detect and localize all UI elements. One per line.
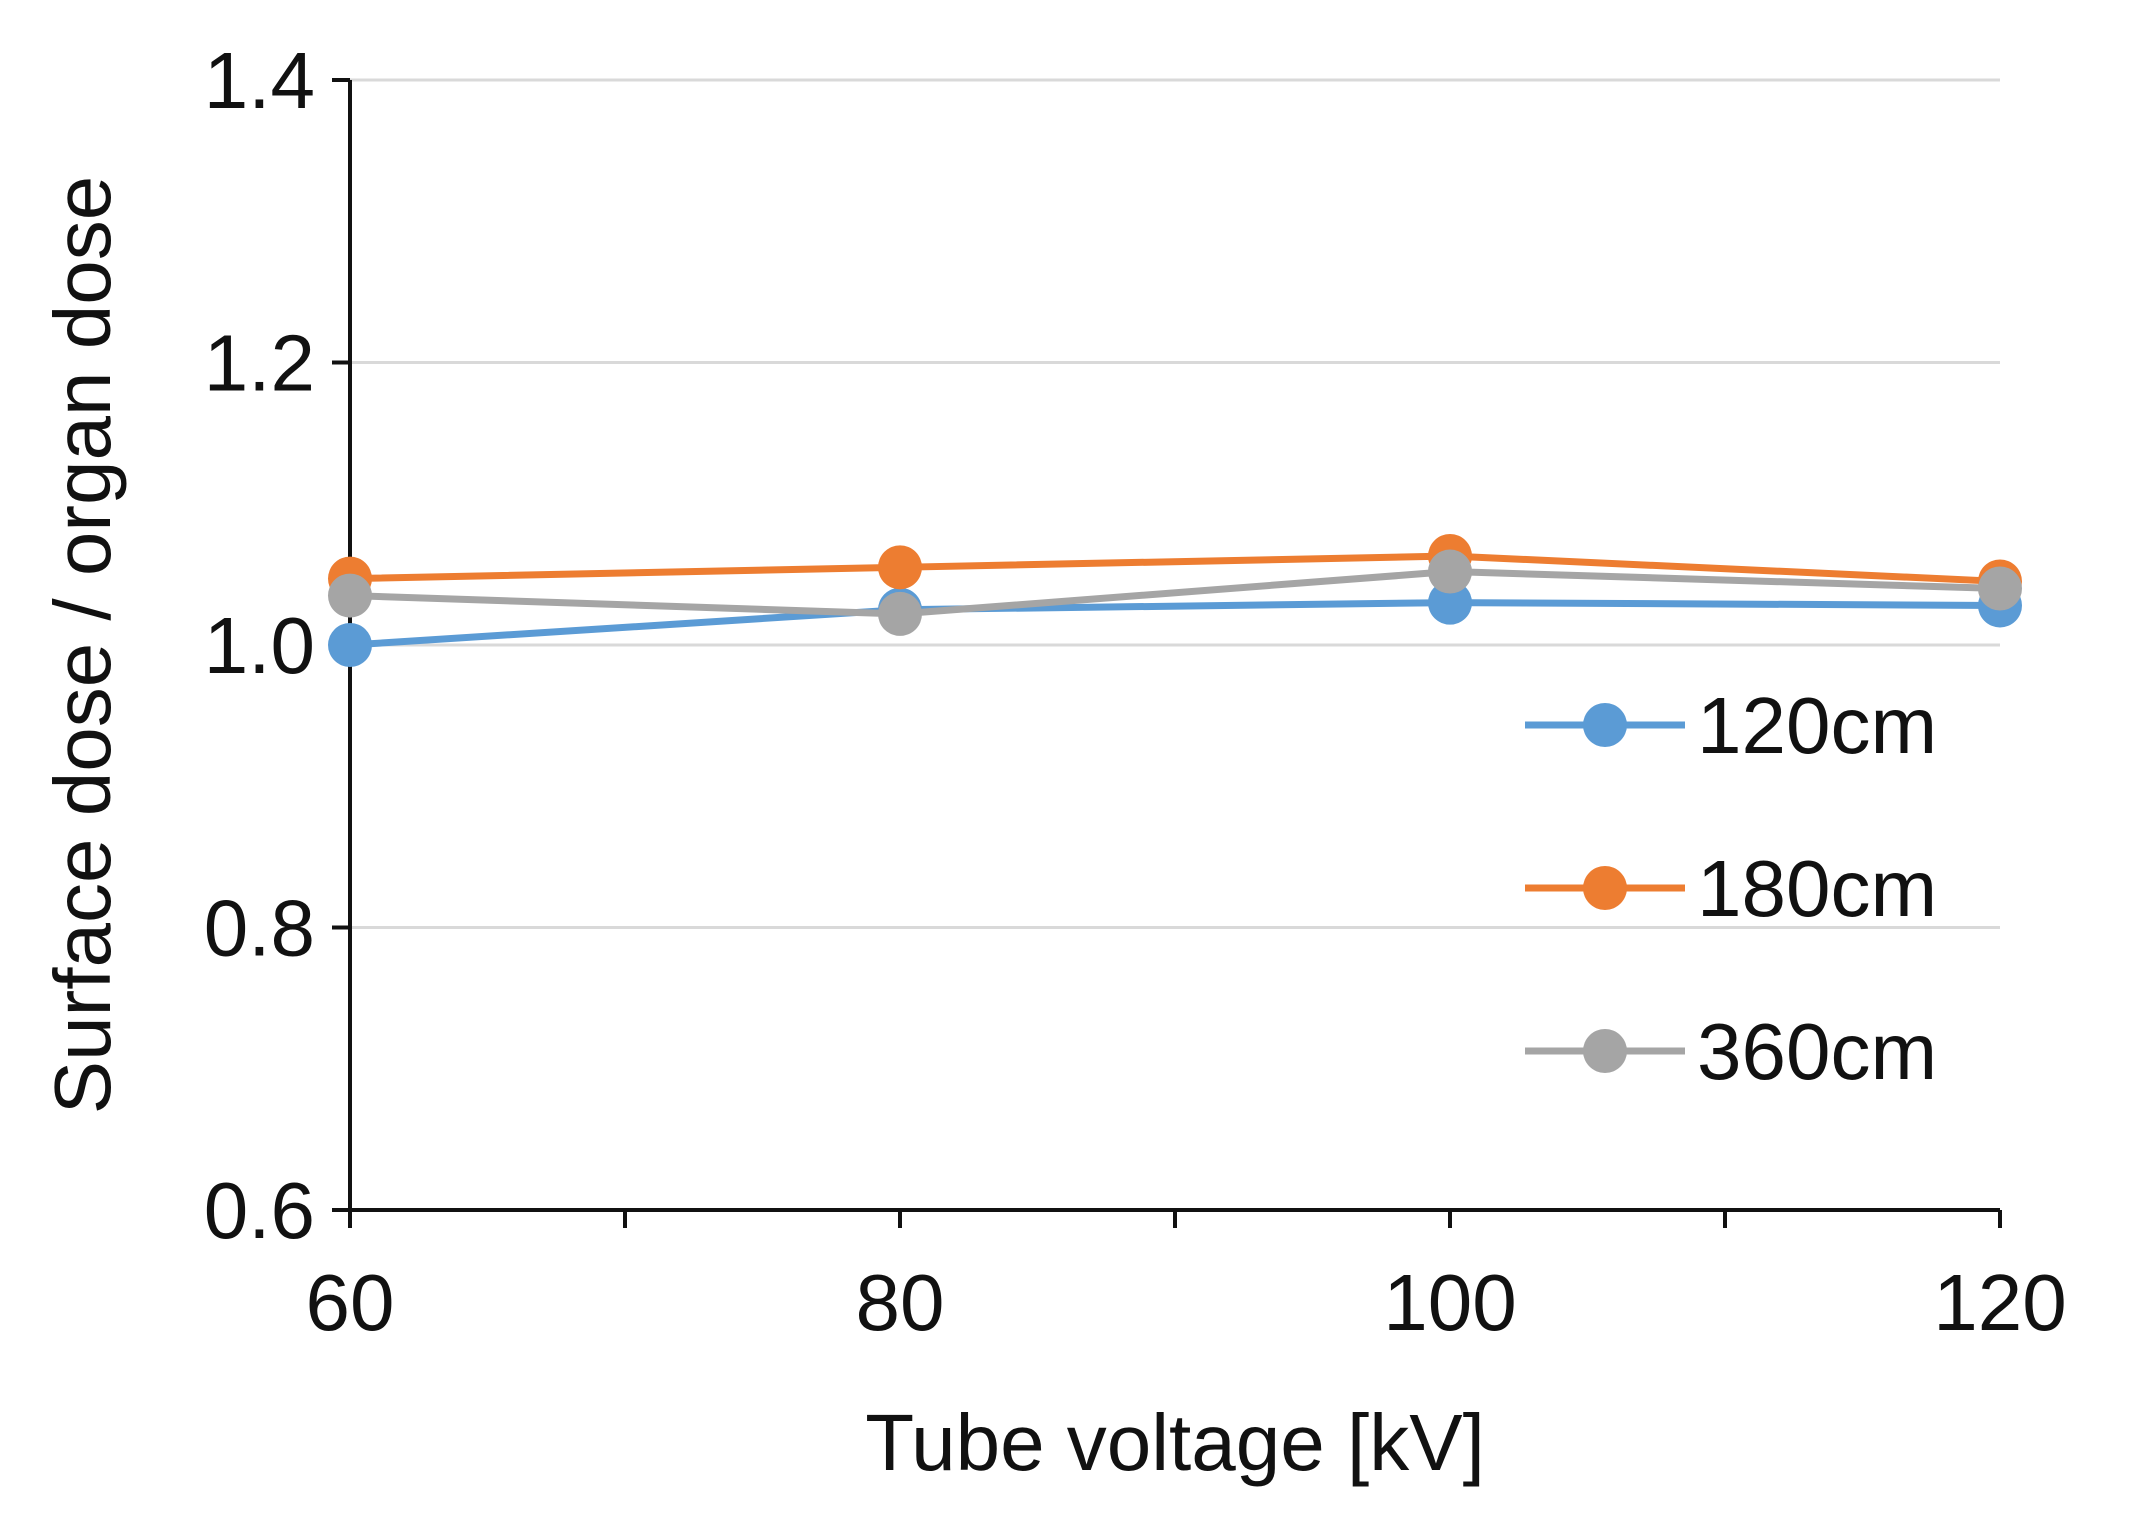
series-line bbox=[349, 552, 2001, 585]
legend-item: 360cm bbox=[1525, 1007, 1937, 1096]
x-tick-label: 100 bbox=[1383, 1258, 1516, 1347]
y-tick-label: 1.4 bbox=[204, 36, 315, 125]
series-line bbox=[349, 568, 2001, 618]
series-line bbox=[349, 599, 2001, 649]
data-point bbox=[328, 573, 372, 618]
x-tick-label: 60 bbox=[306, 1258, 395, 1347]
legend-marker bbox=[1583, 1029, 1627, 1073]
legend-label: 360cm bbox=[1697, 1007, 1937, 1096]
data-point bbox=[1978, 566, 2022, 611]
legend-label: 180cm bbox=[1697, 844, 1937, 933]
y-tick-label: 0.6 bbox=[204, 1166, 315, 1255]
series-120cm bbox=[328, 580, 2022, 667]
legend: 120cm 180cm 360cm bbox=[1525, 681, 1937, 1096]
data-point bbox=[328, 623, 372, 667]
y-tick-label: 0.8 bbox=[204, 884, 315, 973]
y-tick-label: 1.2 bbox=[204, 319, 315, 408]
series bbox=[328, 534, 2022, 667]
legend-item: 180cm bbox=[1525, 844, 1937, 933]
series-360cm bbox=[328, 549, 2022, 636]
data-point bbox=[1428, 549, 1472, 594]
y-tick-label: 1.0 bbox=[204, 601, 315, 690]
legend-item: 120cm bbox=[1525, 681, 1937, 770]
x-tick-label: 120 bbox=[1933, 1258, 2066, 1347]
ticks: 0.6 0.8 1.0 1.2 1.4 60 80 100 120 bbox=[204, 36, 2067, 1347]
x-tick-label: 80 bbox=[856, 1258, 945, 1347]
data-point bbox=[878, 545, 922, 590]
y-axis-title: Surface dose / organ dose bbox=[38, 176, 127, 1114]
legend-marker bbox=[1583, 703, 1627, 747]
legend-marker bbox=[1583, 866, 1627, 910]
data-point bbox=[878, 591, 922, 636]
x-axis-title: Tube voltage [kV] bbox=[865, 1398, 1485, 1487]
legend-label: 120cm bbox=[1697, 681, 1937, 770]
gridlines bbox=[350, 78, 2000, 929]
data-point bbox=[1428, 580, 1472, 625]
